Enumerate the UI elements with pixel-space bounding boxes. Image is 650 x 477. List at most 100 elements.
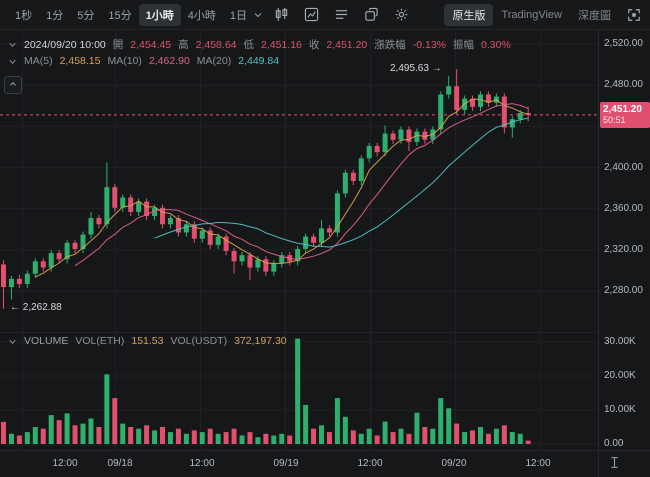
high-label: 高 xyxy=(178,39,189,51)
volume-bar xyxy=(263,433,269,444)
volume-bar xyxy=(16,435,22,444)
candle-body xyxy=(454,86,460,110)
candle-body xyxy=(24,273,30,284)
candle-body xyxy=(88,218,94,235)
view-native-button[interactable]: 原生版 xyxy=(444,3,494,26)
current-price-value: 2,451.20 xyxy=(603,103,642,115)
change-value: -0.13% xyxy=(412,38,447,51)
open-label: 開 xyxy=(112,39,124,51)
low-price-annotation: ← 2,262.88 xyxy=(10,302,62,313)
volume-bar xyxy=(462,432,468,444)
candle-body xyxy=(358,158,364,181)
view-depth-button[interactable]: 深度圖 xyxy=(578,9,611,22)
volume-bar xyxy=(247,432,253,444)
candle-body xyxy=(8,278,14,288)
candle-body xyxy=(175,218,181,233)
candle-body xyxy=(319,228,324,243)
chevron-down-icon[interactable] xyxy=(8,57,17,66)
volume-bar xyxy=(446,408,452,444)
candle-body xyxy=(104,187,110,225)
candle-body xyxy=(199,230,205,239)
volume-bar xyxy=(501,425,507,444)
candle-body xyxy=(231,251,237,262)
current-price-badge: 2,451.20 50:51 xyxy=(600,101,650,128)
timeframe-5m[interactable]: 5分 xyxy=(77,9,95,22)
chart-canvas[interactable] xyxy=(0,30,650,477)
timeframe-1s[interactable]: 1秒 xyxy=(15,9,33,22)
ma5-label: MA(5) xyxy=(24,55,53,67)
window-layout-icon[interactable] xyxy=(363,7,379,23)
candle-body xyxy=(32,261,38,274)
price-axis-label: 2,520.00 xyxy=(604,38,643,49)
volume-bar xyxy=(167,432,173,444)
timeframe-1d[interactable]: 1日 xyxy=(229,9,247,22)
candle-body xyxy=(326,228,332,233)
ohlc-datetime: 2024/09/20 10:00 xyxy=(24,38,106,51)
candle-body xyxy=(271,263,277,272)
ma5-line xyxy=(35,98,529,278)
volume-bar xyxy=(350,430,356,444)
time-axis-label: 12:00 xyxy=(189,458,215,469)
pane-divider[interactable] xyxy=(0,332,598,333)
candle-body xyxy=(207,230,213,245)
ma20-line xyxy=(154,117,529,248)
candle-body xyxy=(136,201,142,212)
chevron-down-icon[interactable] xyxy=(8,337,17,346)
volume-bar xyxy=(183,433,189,444)
timeframe-1m[interactable]: 1分 xyxy=(46,9,64,22)
timeframe-15m[interactable]: 15分 xyxy=(108,9,132,22)
ma20-label: MA(20) xyxy=(196,55,232,67)
indicators-icon[interactable] xyxy=(333,7,349,23)
chart-style-icon[interactable] xyxy=(303,7,319,23)
volume-bar xyxy=(112,398,118,444)
volume-bar xyxy=(104,374,110,444)
timeframe-4h[interactable]: 4小時 xyxy=(187,9,216,22)
volume-bar xyxy=(32,427,38,444)
candle-body xyxy=(263,259,269,272)
volume-bar xyxy=(64,413,70,444)
volume-bar xyxy=(88,418,94,444)
candle-body xyxy=(1,264,6,288)
volume-bar xyxy=(358,433,364,444)
time-axis-label: 12:00 xyxy=(525,458,551,469)
volume-axis-label: 0.00 xyxy=(604,438,624,449)
volume-bar xyxy=(255,437,261,444)
price-axis-label: 2,480.00 xyxy=(604,79,643,91)
collapse-pane-button[interactable] xyxy=(4,76,22,94)
close-value: 2,451.20 xyxy=(326,38,368,51)
volume-bar xyxy=(366,428,372,444)
volume-bar xyxy=(8,433,14,444)
volume-bar xyxy=(72,425,78,444)
timeframe-1h[interactable]: 1小時 xyxy=(138,3,181,26)
timeaxis-cursor-icon[interactable] xyxy=(608,456,621,474)
volume-bar xyxy=(470,430,476,444)
fullscreen-icon[interactable] xyxy=(626,7,642,23)
volume-bar xyxy=(191,430,197,444)
candle-type-icon[interactable] xyxy=(273,7,289,23)
settings-gear-icon[interactable] xyxy=(393,7,409,23)
low-label: 低 xyxy=(243,39,255,51)
candle-body xyxy=(422,131,428,140)
view-tradingview-button[interactable]: TradingView xyxy=(501,8,562,21)
volume-bar xyxy=(152,430,158,444)
candle-body xyxy=(334,193,340,233)
volume-bar xyxy=(390,432,396,444)
candle-body xyxy=(96,218,102,225)
volume-bar xyxy=(382,421,388,444)
candle-body xyxy=(295,248,301,262)
high-value: 2,458.64 xyxy=(195,38,237,51)
time-axis-label: 12:00 xyxy=(357,458,383,469)
chevron-up-icon xyxy=(8,76,18,94)
chevron-down-icon[interactable] xyxy=(8,40,17,49)
candle-body xyxy=(446,86,452,95)
volume-bar xyxy=(279,433,285,444)
volume-bar xyxy=(96,427,102,444)
chevron-down-icon[interactable] xyxy=(252,9,264,21)
candle-body xyxy=(414,131,420,142)
volume-bar xyxy=(334,398,340,444)
candle-body xyxy=(382,133,388,153)
price-axis-label: 2,360.00 xyxy=(604,202,643,214)
candle-body xyxy=(112,187,118,208)
candle-body xyxy=(128,197,134,212)
candle-body xyxy=(517,113,523,120)
